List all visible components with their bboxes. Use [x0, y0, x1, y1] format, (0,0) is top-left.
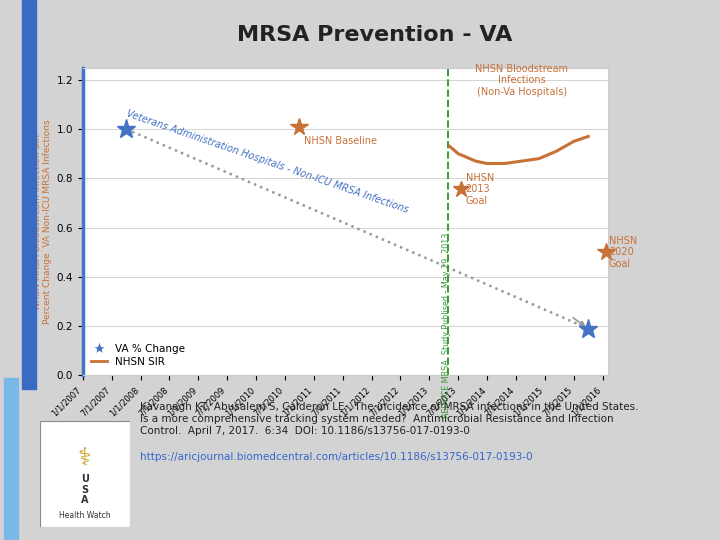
Text: MRSA Prevention - VA: MRSA Prevention - VA — [237, 25, 512, 45]
Text: Kavanagh KT, Abusalem S, Calderon LE.  The incidence of MRSA infections in the U: Kavanagh KT, Abusalem S, Calderon LE. Th… — [140, 402, 639, 435]
Bar — [22, 0, 36, 389]
Text: Health Watch: Health Watch — [59, 511, 110, 520]
Legend: VA % Change, NHSN SIR: VA % Change, NHSN SIR — [88, 341, 188, 370]
Text: NHSN
2013
Goal: NHSN 2013 Goal — [466, 173, 494, 206]
Bar — [4, 378, 18, 540]
Text: NHSN Bloodstream
Infections
(Non-Va Hospitals): NHSN Bloodstream Infections (Non-Va Hosp… — [475, 64, 568, 97]
Text: U
S
A: U S A — [81, 474, 89, 505]
Y-axis label: NHSN MRSA Bloodstream Infection SIR
Percent Change  VA Non-ICU MRSA Infections: NHSN MRSA Bloodstream Infection SIR Perc… — [33, 119, 53, 323]
Text: REDUCE MRSA  Study Publised - May 29, 2013: REDUCE MRSA Study Publised - May 29, 201… — [441, 233, 451, 418]
Text: https://aricjournal.biomedcentral.com/articles/10.1186/s13756-017-0193-0: https://aricjournal.biomedcentral.com/ar… — [140, 452, 533, 462]
Text: NHSN
2020
Goal: NHSN 2020 Goal — [609, 235, 637, 269]
Text: Veterans Administration Hospitals - Non-ICU MRSA Infections: Veterans Administration Hospitals - Non-… — [125, 109, 410, 215]
Text: NHSN Baseline: NHSN Baseline — [304, 137, 377, 146]
Text: ⚕: ⚕ — [78, 446, 91, 470]
